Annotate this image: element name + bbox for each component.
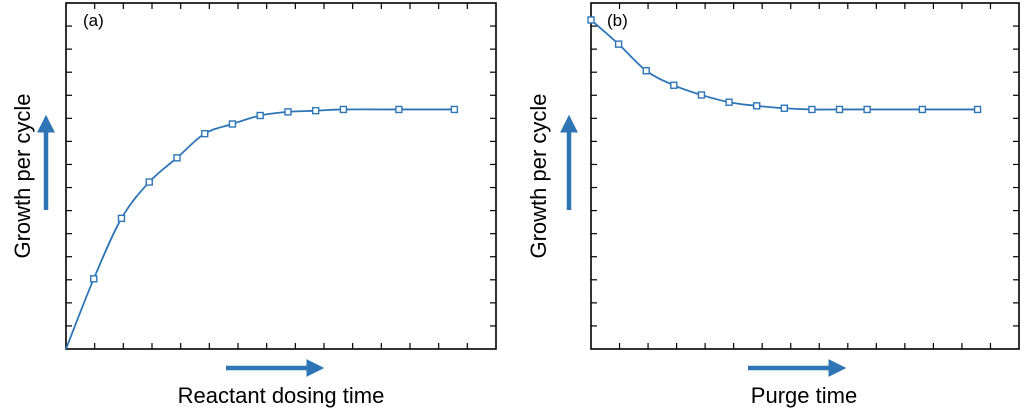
panel-b-chart: (b) Growth per cycle Purge time: [526, 2, 1020, 408]
panel-b-data-point: [808, 105, 816, 114]
panel-a-data-point: [173, 154, 181, 162]
panel-b-points: [587, 16, 982, 114]
panel-b-label: (b): [607, 11, 628, 30]
panel-a-label: (a): [83, 11, 104, 30]
panel-a-y-axis-label: Growth per cycle: [10, 93, 35, 258]
panel-b-data-point: [752, 102, 761, 110]
panel-b-data-point: [697, 91, 706, 99]
panel-a-data-point: [228, 120, 237, 128]
panel-a-data-point: [450, 105, 459, 114]
panel-a-frame: [65, 2, 497, 350]
panel-b-data-point: [670, 81, 678, 89]
panel-b-data-point: [614, 40, 623, 48]
panel-a-data-point: [395, 105, 403, 114]
panel-a-data-point: [201, 129, 209, 138]
panel-a-x-axis-label: Reactant dosing time: [178, 383, 385, 408]
panel-b-frame: [590, 2, 1020, 350]
panel-b-x-axis-label: Purge time: [751, 383, 857, 408]
panel-b-ticks: [591, 3, 1019, 349]
panel-b-data-point: [973, 105, 982, 114]
panel-b-data-point: [780, 104, 788, 112]
panel-b-data-point: [918, 105, 927, 114]
panel-a-data-point: [145, 178, 153, 186]
panel-a-points: [90, 105, 459, 283]
panel-b-data-point: [642, 67, 650, 75]
panel-a-data-point: [339, 105, 348, 114]
panel-b-data-point: [587, 16, 595, 24]
panel-b-data-point: [863, 105, 871, 114]
panel-b-series-line: [590, 19, 978, 111]
panel-a-chart: (a) Growth per cycle Reactant dosing tim…: [10, 2, 497, 408]
panel-b-y-axis-label: Growth per cycle: [526, 93, 551, 258]
panel-a-data-point: [311, 106, 320, 115]
panel-a-series-line: [65, 108, 455, 350]
panel-a-data-point: [90, 275, 98, 283]
panel-a-data-point: [284, 108, 292, 116]
panel-a-ticks: [66, 3, 496, 349]
panel-a-data-point: [117, 214, 126, 223]
panel-a-data-point: [256, 111, 264, 120]
panel-b-data-point: [725, 98, 733, 106]
panel-b-data-point: [835, 105, 844, 114]
